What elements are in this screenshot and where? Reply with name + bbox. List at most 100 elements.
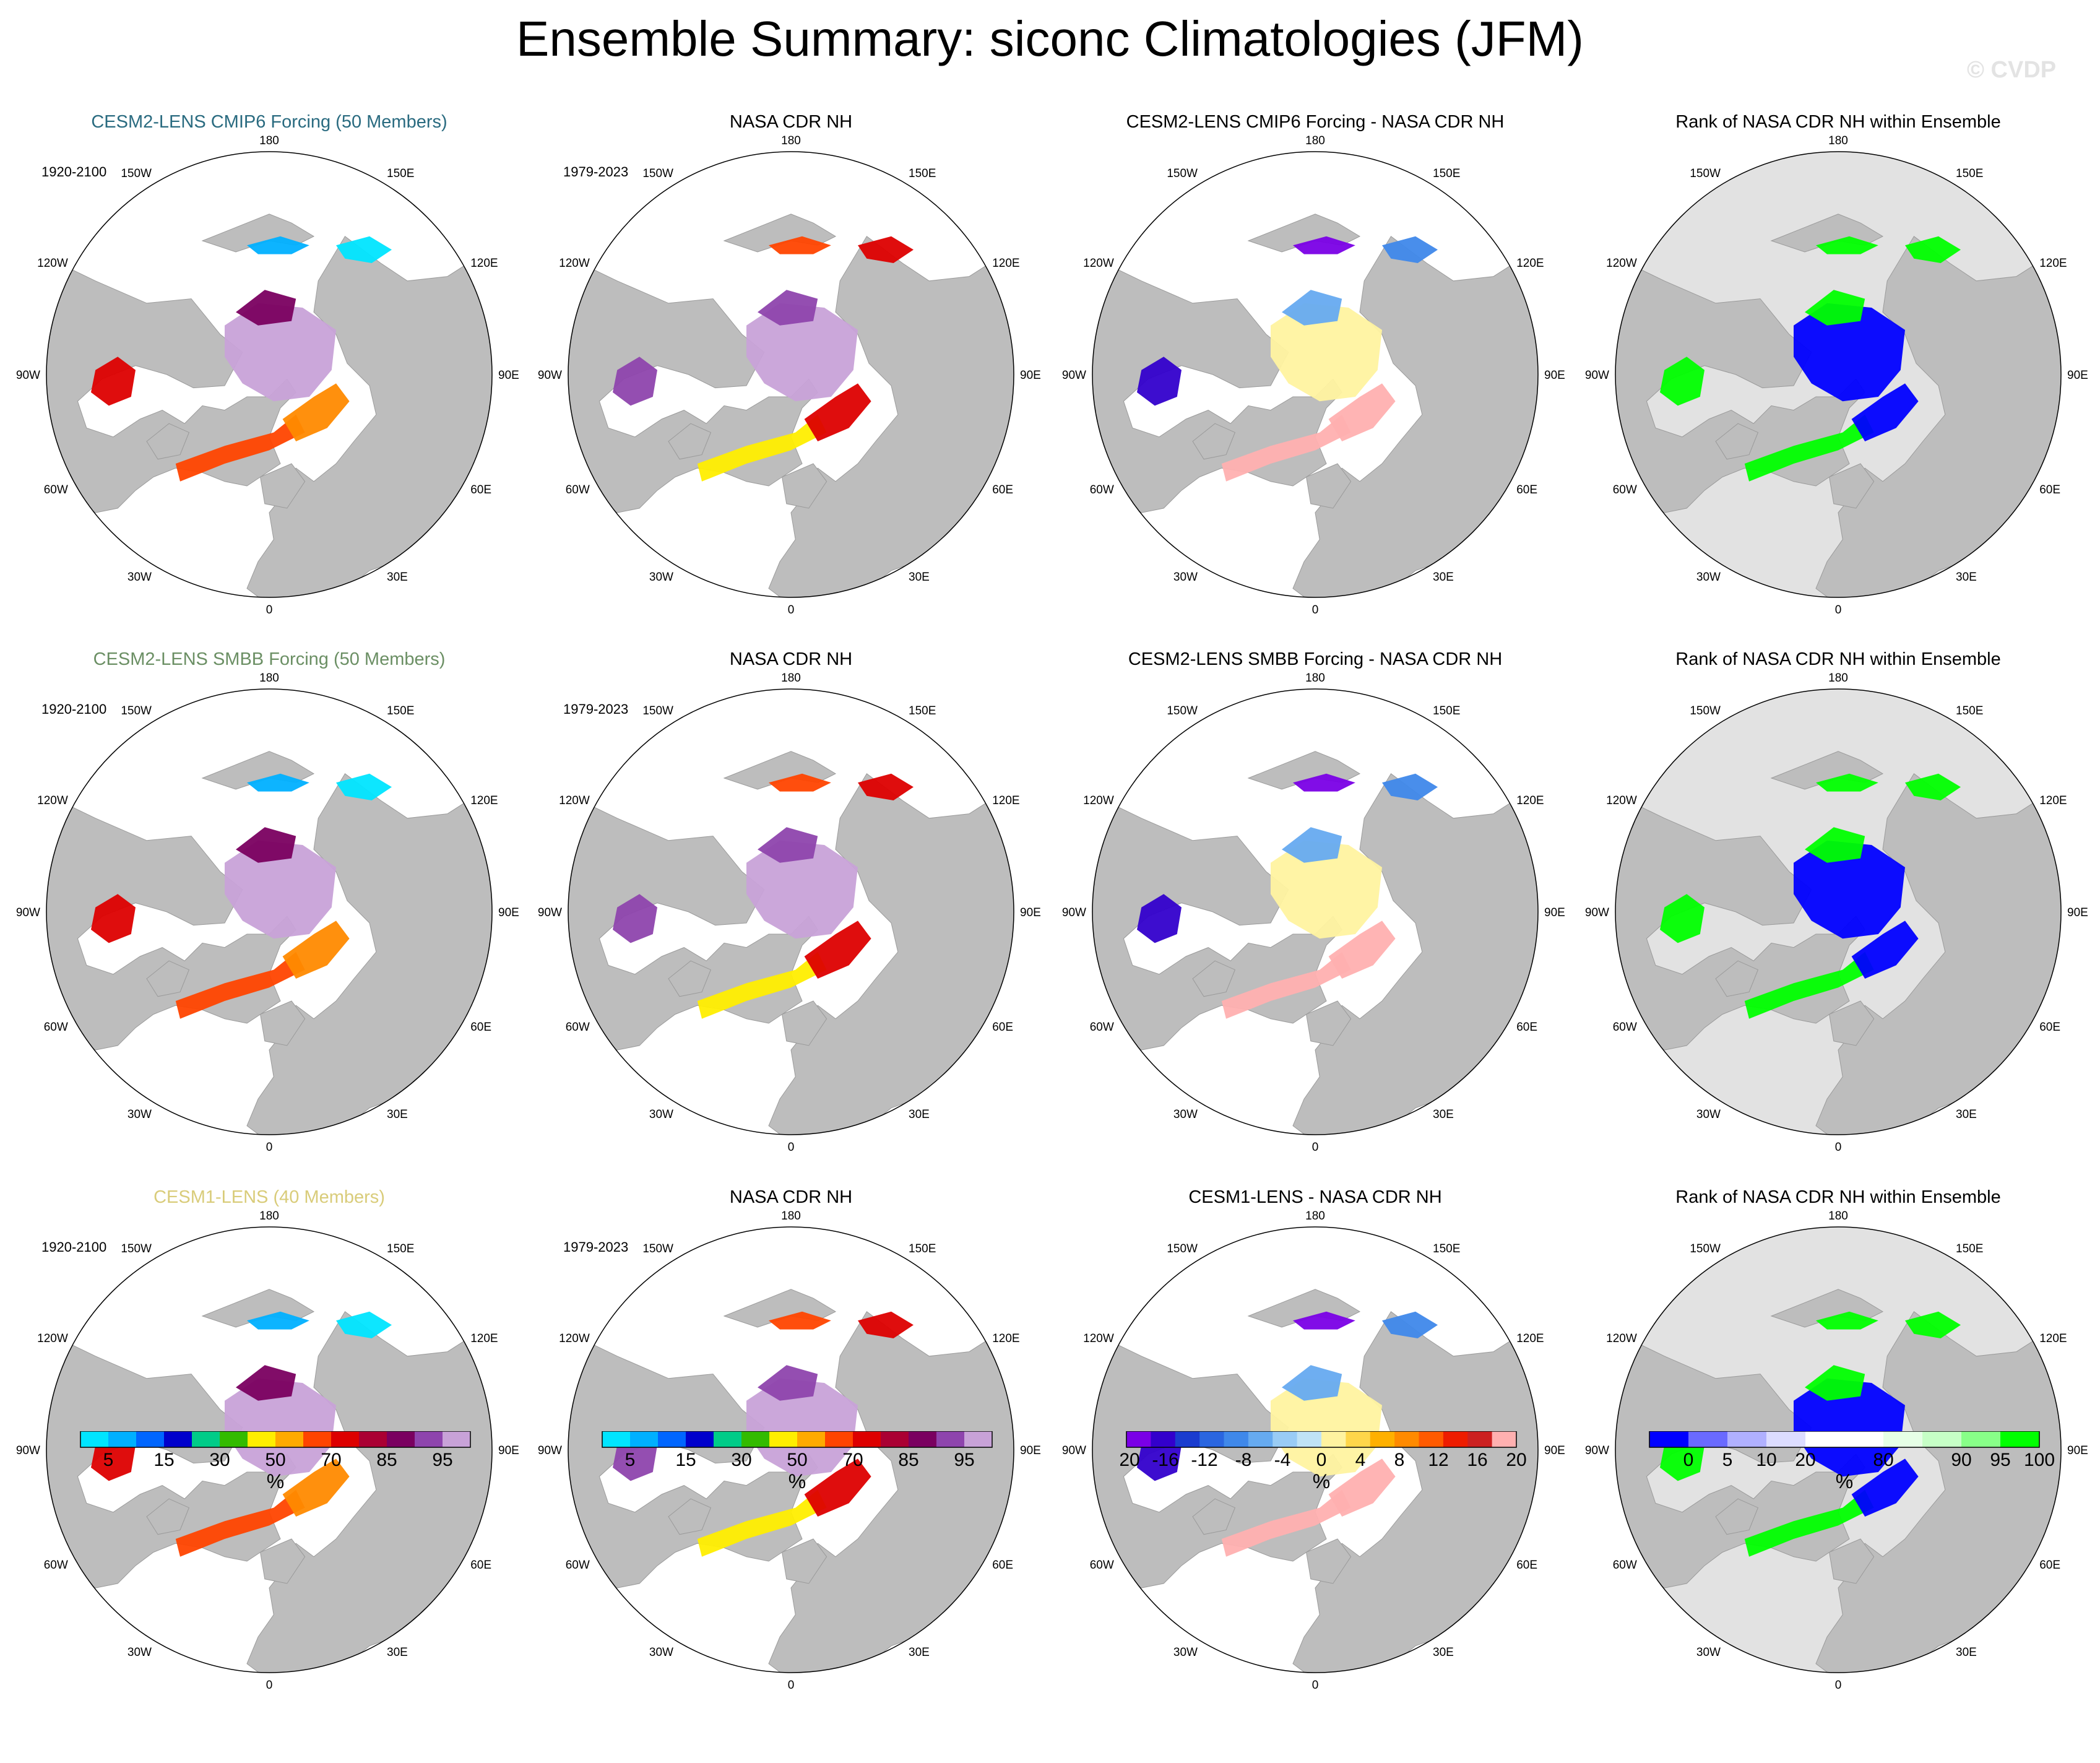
sea-ice-region xyxy=(1293,773,1355,792)
longitude-label-top: 180 xyxy=(259,672,279,685)
colorbar-tick-label: 10 xyxy=(1756,1450,1776,1470)
panel-title-rank: Rank of NASA CDR NH within Ensemble xyxy=(1675,1187,2001,1207)
colorbar-tick-label: 50 xyxy=(265,1450,285,1470)
map-border xyxy=(1615,1226,2062,1673)
polar-map-model: 180 0 150W 150E 120W 120E 90W 90E 60W 60E 30W 30E xyxy=(16,134,519,617)
colorbar-tick-label: 30 xyxy=(731,1450,751,1470)
longitude-label-w120: 120W xyxy=(37,257,68,270)
sea-ice-region xyxy=(769,236,831,254)
longitude-label-w60: 60W xyxy=(566,1559,590,1572)
longitude-label-e150: 150E xyxy=(1956,1242,1983,1255)
polar-map-obs: 180 0 150W 150E 120W 120E 90W 90E 60W 60E 30W 30E xyxy=(538,672,1041,1154)
colorbar-swatch xyxy=(192,1431,220,1447)
colorbar-swatch xyxy=(1492,1431,1517,1447)
longitude-label-top: 180 xyxy=(781,672,801,685)
longitude-label-w30: 30W xyxy=(1173,1108,1198,1121)
land-mass xyxy=(768,236,1014,597)
colorbar-tick-label: 8 xyxy=(1394,1450,1405,1470)
sea-ice-region xyxy=(1660,357,1705,406)
longitude-label-top: 180 xyxy=(781,1210,801,1223)
colorbar-swatch xyxy=(220,1431,248,1447)
longitude-label-e60: 60E xyxy=(992,1559,1013,1572)
colorbar-tick-label: 16 xyxy=(1467,1450,1487,1470)
sea-ice-region xyxy=(1221,414,1351,482)
land-mass xyxy=(1715,960,1759,997)
sea-ice-region xyxy=(1221,951,1351,1019)
longitude-label-w60: 60W xyxy=(1613,483,1637,496)
colorbar-swatch xyxy=(1961,1431,2001,1447)
map-border xyxy=(568,688,1014,1135)
land-mass xyxy=(668,423,712,460)
sea-ice-region xyxy=(91,894,136,943)
longitude-label-e150: 150E xyxy=(1956,704,1983,717)
sea-ice-region xyxy=(175,1489,305,1557)
panel-title-diff: CESM2-LENS CMIP6 Forcing - NASA CDR NH xyxy=(1126,112,1505,132)
colorbar-swatch xyxy=(1443,1431,1468,1447)
longitude-label-e150: 150E xyxy=(909,167,936,180)
land-mass xyxy=(260,1538,306,1584)
longitude-label-e30: 30E xyxy=(909,571,930,584)
longitude-label-w120: 120W xyxy=(1083,794,1114,807)
sea-ice-region xyxy=(1816,236,1878,254)
land-mass xyxy=(668,960,712,997)
panel-title-obs: NASA CDR NH xyxy=(729,649,853,669)
longitude-label-top: 180 xyxy=(1305,134,1325,147)
panel-title-model: CESM1-LENS (40 Members) xyxy=(153,1187,385,1207)
longitude-label-e150: 150E xyxy=(909,1242,936,1255)
longitude-label-e90: 90E xyxy=(1020,1444,1041,1457)
land-mass xyxy=(246,773,492,1135)
longitude-label-e60: 60E xyxy=(2039,1559,2060,1572)
longitude-label-top: 180 xyxy=(259,134,279,147)
land-mass xyxy=(146,423,190,460)
longitude-label-e90: 90E xyxy=(1020,906,1041,919)
sea-ice-region xyxy=(1794,1378,1905,1477)
sea-ice-region xyxy=(225,303,336,402)
sea-ice-region xyxy=(1328,920,1396,979)
land-mass xyxy=(1192,960,1236,997)
land-mass xyxy=(260,463,306,509)
longitude-label-w150: 150W xyxy=(1690,167,1721,180)
sea-ice-region xyxy=(1794,303,1905,402)
model-period-label: 1920-2100 xyxy=(41,164,107,180)
sea-ice-region xyxy=(769,1311,831,1330)
land-mass xyxy=(1306,1000,1352,1046)
longitude-label-w90: 90W xyxy=(538,1444,562,1457)
colorbar-tick-label: 70 xyxy=(842,1450,863,1470)
obs-period-label: 1979-2023 xyxy=(563,1239,629,1255)
colorbar-tick-label: 20 xyxy=(1795,1450,1815,1470)
map-border xyxy=(46,688,493,1135)
longitude-label-w60: 60W xyxy=(1090,1021,1114,1034)
colorbar-unit-label: % xyxy=(267,1470,284,1492)
longitude-label-w150: 150W xyxy=(1690,704,1721,717)
sea-ice-region xyxy=(697,951,827,1019)
land-mass xyxy=(768,1311,1014,1673)
polar-map-model: 180 0 150W 150E 120W 120E 90W 90E 60W 60E 30W 30E xyxy=(16,672,519,1154)
land-mass xyxy=(1715,1498,1759,1535)
colorbar-tick-label: 15 xyxy=(153,1450,174,1470)
land-mass xyxy=(1192,1498,1236,1535)
sea-ice-region xyxy=(282,383,350,441)
longitude-label-w60: 60W xyxy=(1090,1559,1114,1572)
longitude-label-e120: 120E xyxy=(992,794,1019,807)
longitude-label-w90: 90W xyxy=(1585,369,1609,382)
longitude-label-e90: 90E xyxy=(2067,369,2088,382)
longitude-label-e60: 60E xyxy=(1516,1559,1537,1572)
colorbar-swatch xyxy=(686,1431,714,1447)
longitude-label-w120: 120W xyxy=(1083,1332,1114,1345)
longitude-label-e90: 90E xyxy=(1020,369,1041,382)
map-border xyxy=(568,1226,1014,1673)
land-mass xyxy=(146,960,190,997)
colorbar-swatch xyxy=(136,1431,165,1447)
polar-map-rank: 180 0 150W 150E 120W 120E 90W 90E 60W 60E 30W 30E xyxy=(1585,672,2088,1154)
sea-ice-region xyxy=(758,1365,818,1401)
sea-ice-region xyxy=(758,827,818,863)
longitude-label-w30: 30W xyxy=(1696,1646,1721,1659)
colorbar-swatch xyxy=(80,1431,109,1447)
sea-ice-region xyxy=(1744,414,1874,482)
colorbar-tick-label: 80 xyxy=(1873,1450,1893,1470)
sea-ice-region xyxy=(1382,236,1438,263)
sea-ice-region xyxy=(1660,894,1705,943)
sea-ice-region xyxy=(1816,1311,1878,1330)
colorbar-swatch xyxy=(1844,1431,1884,1447)
sea-ice-region xyxy=(858,236,914,263)
